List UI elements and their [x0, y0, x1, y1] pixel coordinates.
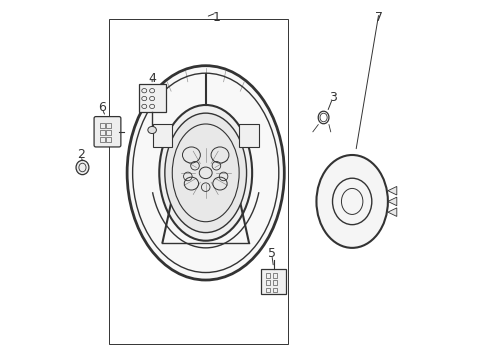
Polygon shape — [139, 84, 166, 112]
Text: 3: 3 — [329, 91, 337, 104]
Ellipse shape — [76, 160, 89, 175]
Text: 2: 2 — [77, 148, 85, 161]
Polygon shape — [262, 269, 286, 294]
Ellipse shape — [148, 126, 156, 134]
Ellipse shape — [165, 113, 246, 233]
Text: 4: 4 — [148, 72, 156, 85]
Text: 7: 7 — [375, 12, 383, 24]
Polygon shape — [388, 208, 397, 216]
Text: 1: 1 — [213, 12, 220, 24]
FancyBboxPatch shape — [94, 117, 121, 147]
Ellipse shape — [127, 66, 284, 280]
Text: 6: 6 — [98, 101, 106, 114]
Ellipse shape — [159, 105, 252, 241]
Polygon shape — [153, 124, 172, 147]
Text: 5: 5 — [268, 247, 276, 260]
Ellipse shape — [317, 155, 388, 248]
Polygon shape — [239, 124, 259, 147]
Polygon shape — [388, 197, 397, 206]
Polygon shape — [388, 186, 397, 195]
